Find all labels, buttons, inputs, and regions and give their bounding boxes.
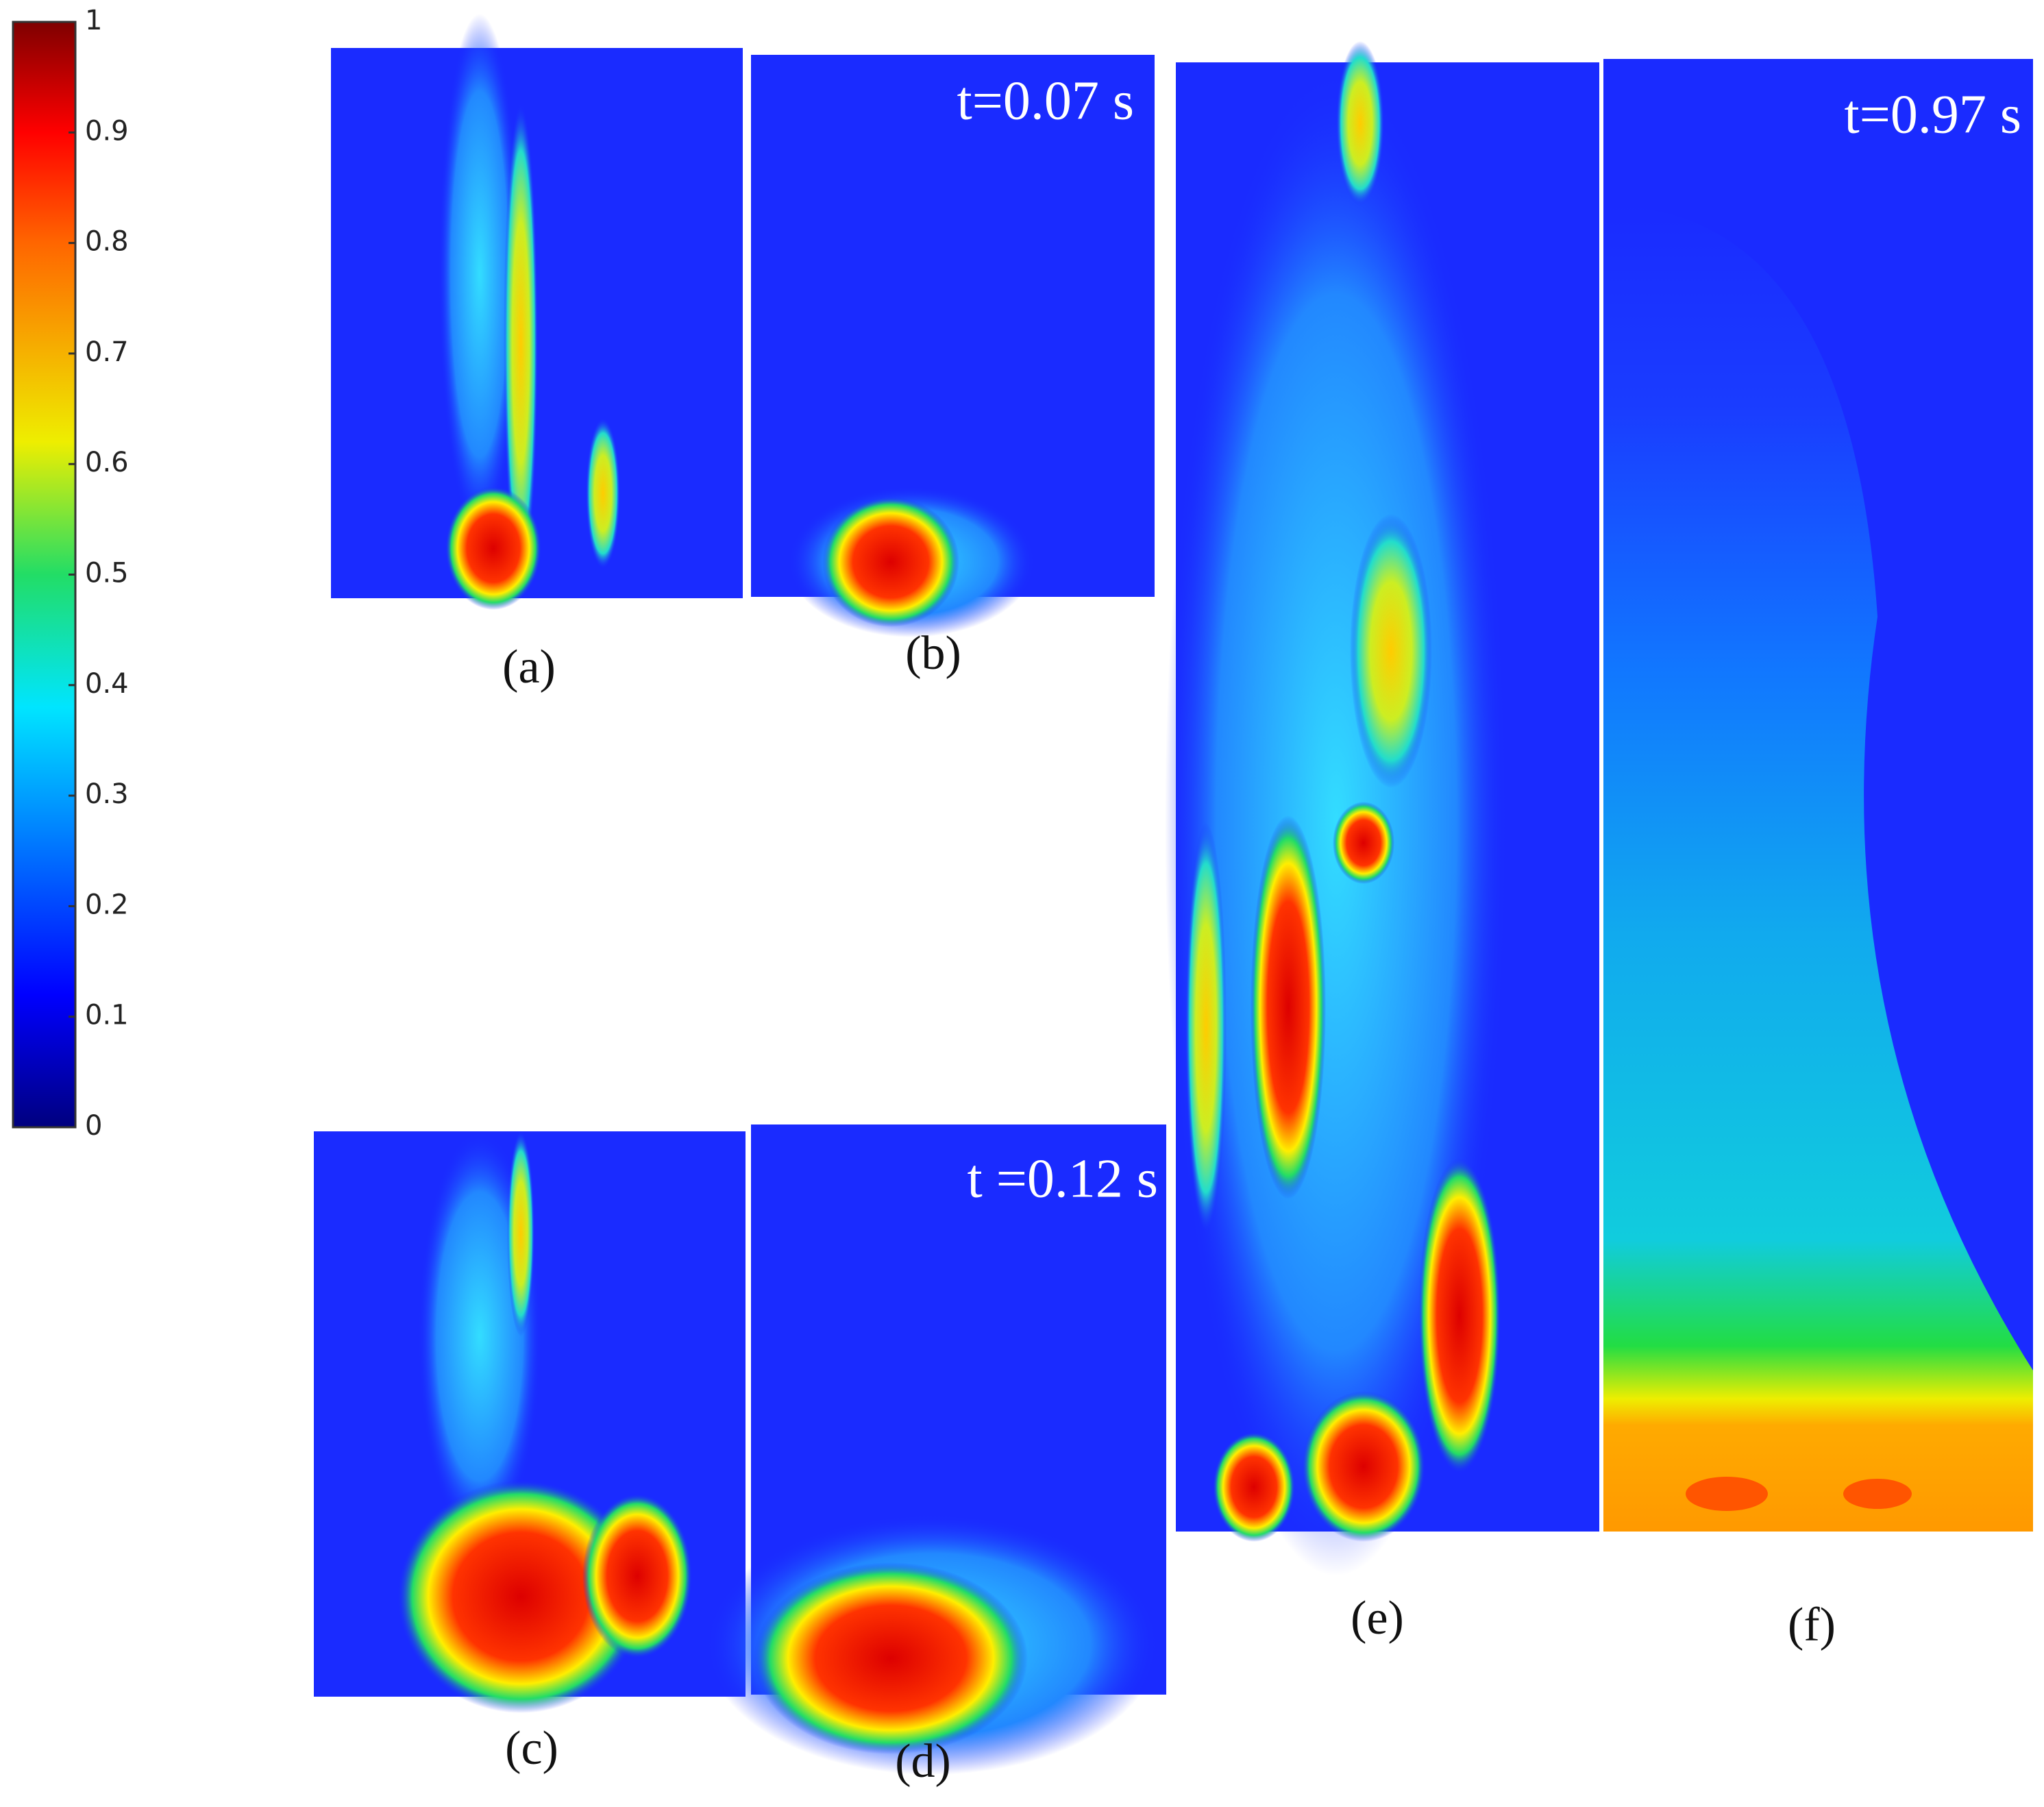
panel-b bbox=[751, 55, 1155, 637]
panel-f bbox=[1603, 59, 2033, 1532]
panel-label: (c) bbox=[505, 1722, 558, 1775]
tick-label: 0.6 bbox=[85, 447, 129, 478]
tick-label: 0.8 bbox=[85, 226, 129, 258]
panel-a bbox=[331, 14, 743, 610]
colorbar bbox=[12, 21, 77, 1129]
panel-label: (b) bbox=[905, 627, 961, 680]
colorbar-ticks: 0 0.1 0.2 0.3 0.4 0.5 0.6 0.7 0.8 0.9 1 bbox=[69, 5, 129, 1142]
tick-label: 0.4 bbox=[85, 668, 129, 700]
panel-label: (f) bbox=[1788, 1599, 1836, 1651]
time-label: t=0.97 s bbox=[1845, 84, 2021, 145]
tick-label: 0.9 bbox=[85, 115, 129, 147]
tick-label: 0 bbox=[85, 1110, 102, 1142]
tick-label: 1 bbox=[85, 5, 102, 36]
panel-label: (a) bbox=[502, 641, 556, 693]
panel-c bbox=[314, 1131, 746, 1713]
panel-d bbox=[706, 1124, 1166, 1775]
time-label: t =0.12 s bbox=[968, 1148, 1158, 1209]
tick-label: 0.5 bbox=[85, 558, 129, 589]
panel-label: (e) bbox=[1351, 1592, 1404, 1645]
tick-label: 0.2 bbox=[85, 889, 129, 920]
tick-label: 0.3 bbox=[85, 778, 129, 810]
panel-e bbox=[1165, 41, 1599, 1576]
tick-label: 0.1 bbox=[85, 1000, 129, 1031]
tick-label: 0.7 bbox=[85, 336, 129, 368]
time-label: t=0.07 s bbox=[957, 71, 1134, 131]
panel-label: (d) bbox=[895, 1735, 951, 1788]
